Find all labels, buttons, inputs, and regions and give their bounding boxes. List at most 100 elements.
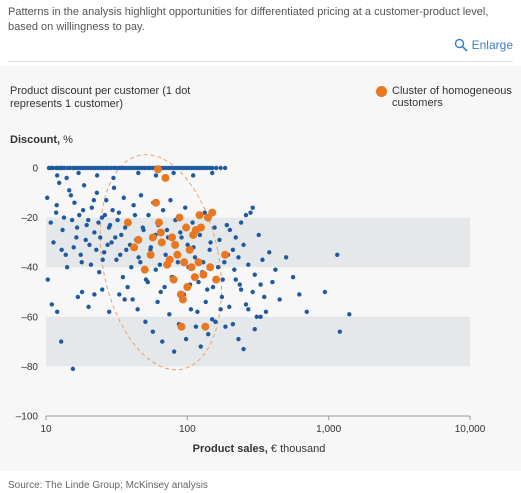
customer-point [215,265,221,270]
customer-point [71,245,76,250]
customer-point [121,195,126,200]
customer-point [89,205,95,210]
customer-point [153,267,158,272]
customer-point [171,349,177,354]
customer-point [233,277,238,282]
y-axis-title-bold: Discount, [10,134,60,146]
customer-point [143,319,148,324]
customer-point [50,165,56,171]
customer-point [118,252,123,257]
x-ticks: 10 100 1,000 10,000 [40,416,486,435]
customer-point [213,165,219,171]
customer-point [178,230,183,235]
customer-point [75,294,81,300]
customer-point [98,235,103,240]
customer-point [105,242,110,248]
customer-point [179,235,184,240]
customer-point [218,165,223,171]
customer-point [267,250,272,255]
cluster-point [208,208,217,217]
y-tick-label: –40 [21,263,38,274]
customer-point [258,282,263,287]
customer-point [238,220,244,225]
customer-point [190,173,196,178]
chart-panel [0,66,521,471]
customer-point [230,322,236,327]
customer-point [64,175,69,181]
customer-point [45,195,50,200]
customer-point [114,257,119,262]
customer-point [209,317,215,322]
cluster-point [165,255,174,264]
customer-point [192,255,198,260]
cluster-point [185,245,194,254]
customer-point [54,203,59,208]
x-axis-title-bold: Product sales, [193,443,268,455]
customer-point [218,307,223,312]
customer-point [138,260,143,265]
customer-point [104,198,109,203]
customer-point [213,319,218,324]
customer-point [206,331,211,337]
customer-point [222,260,227,265]
customer-point [79,289,85,295]
customer-point [205,287,210,292]
cluster-point [206,263,215,272]
cluster-point [190,273,199,282]
band-1 [46,316,470,367]
customer-point [53,210,59,215]
cluster-point [201,322,210,331]
customer-point [252,272,257,277]
x-tick-label: 1,000 [316,424,341,435]
customer-point [57,180,62,186]
customer-point [83,237,88,243]
customer-point [62,165,67,171]
customer-point [190,220,195,225]
customer-point [81,183,87,188]
customer-point [100,257,105,262]
customer-point [270,279,275,285]
customer-point [61,215,67,220]
customer-point [117,292,122,297]
cluster-point [173,250,182,259]
customer-point [163,252,168,257]
customer-point [45,277,51,282]
customer-point [238,287,244,292]
customer-point [233,235,238,240]
customer-point [122,297,127,302]
customer-point [135,307,140,312]
customer-point [120,274,126,280]
cluster-point [134,235,143,244]
customer-point [87,242,92,248]
enlarge-link[interactable]: Enlarge [454,38,513,52]
y-ticks: 0 –20 –40 –60 –80 –100 [16,164,39,423]
customer-point [241,346,246,352]
customer-point [256,232,261,238]
customer-point [94,190,100,195]
y-tick-label: 0 [32,164,38,175]
customer-point [236,255,241,260]
x-axis-title: Product sales, € thousand [193,443,326,455]
y-tick-label: –20 [21,213,38,224]
customer-point [241,242,246,248]
customer-point [136,255,141,260]
customer-point [237,282,242,287]
customer-point [202,210,207,215]
customer-point [248,210,253,215]
cluster-point [154,218,163,227]
customer-point [115,217,120,223]
customer-point [335,252,340,257]
cluster-point [171,240,180,249]
customer-point [77,212,82,218]
cluster-point [212,275,221,284]
legend: Cluster of homogeneous customers [376,85,516,109]
customer-point [208,240,213,245]
customer-point [109,240,114,245]
cluster-point [156,228,165,237]
chart-title: Product discount per customer (1 dot rep… [10,85,191,110]
customer-point [91,198,97,203]
customer-point [80,207,86,213]
customer-point [122,225,128,230]
customer-point [88,262,94,267]
